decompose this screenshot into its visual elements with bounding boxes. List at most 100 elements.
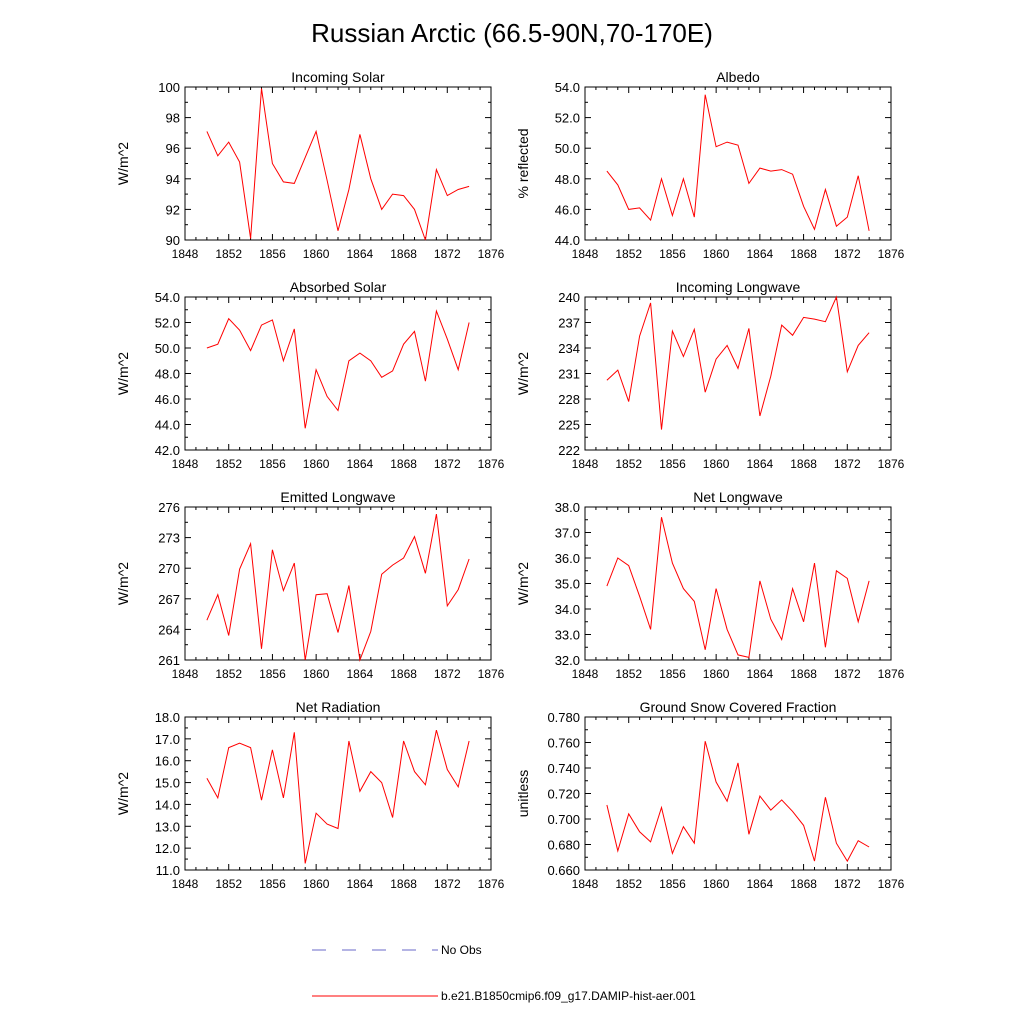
y-tick-label: 46.0 [555,202,580,217]
x-tick-label: 1872 [434,247,461,261]
x-tick-label: 1876 [878,877,905,891]
x-tick-label: 1848 [172,457,199,471]
x-tick-label: 1852 [615,667,642,681]
series-line [206,514,470,662]
x-tick-label: 1856 [259,667,286,681]
y-axis-label: W/m^2 [115,352,131,395]
x-tick-label: 1864 [347,247,374,261]
y-tick-label: 54.0 [155,290,180,305]
x-tick-label: 1872 [834,247,861,261]
x-tick-label: 1872 [834,667,861,681]
x-tick-label: 1864 [347,667,374,681]
plot-frame [184,296,492,451]
x-tick-label: 1864 [347,457,374,471]
y-tick-label: 17.0 [155,732,180,747]
y-tick-label: 32.0 [555,653,580,668]
y-tick-label: 38.0 [555,500,580,515]
y-tick-label: 46.0 [155,392,180,407]
x-tick-label: 1860 [303,457,330,471]
chart-panel: Incoming Solar W/m^2 1848 1852 1856 1860 1864 1… [115,69,505,261]
y-tick-label: 264 [158,622,180,637]
panels: Incoming Solar W/m^2 1848 1852 1856 1860 1864 1… [115,69,905,891]
x-tick-label: 1868 [790,667,817,681]
x-tick-label: 1876 [878,247,905,261]
y-tick-label: 261 [158,653,180,668]
y-tick-label: 240 [558,290,580,305]
x-tick-label: 1848 [572,247,599,261]
y-tick-label: 48.0 [555,172,580,187]
x-tick-label: 1876 [478,247,505,261]
legend: No Obs b.e21.B1850cmip6.f09_g17.DAMIP-hi… [312,943,696,1003]
x-tick-label: 1856 [659,457,686,471]
x-tick-label: 1864 [747,247,774,261]
y-tick-label: 96 [166,141,180,156]
y-tick-label: 225 [558,418,580,433]
y-axis-label: % reflected [515,128,531,198]
plot-frame [184,86,492,241]
chart-panel: Net Longwave W/m^2 1848 1852 1856 1860 1864 186… [515,489,905,681]
y-axis-label: W/m^2 [115,142,131,185]
y-tick-label: 35.0 [555,577,580,592]
x-tick-label: 1856 [659,877,686,891]
y-tick-label: 36.0 [555,551,580,566]
x-tick-label: 1848 [572,457,599,471]
y-tick-label: 231 [558,367,580,382]
chart-panel: Incoming Longwave W/m^2 1848 1852 1856 1860 18… [515,279,905,471]
x-tick-label: 1852 [215,247,242,261]
y-axis-label: W/m^2 [515,352,531,395]
y-tick-label: 50.0 [155,341,180,356]
y-tick-label: 50.0 [555,141,580,156]
x-tick-label: 1872 [434,667,461,681]
y-tick-label: 98 [166,111,180,126]
y-tick-label: 222 [558,443,580,458]
x-tick-label: 1860 [303,877,330,891]
y-tick-label: 0.760 [547,736,580,751]
x-tick-label: 1856 [259,457,286,471]
chart-panel: Albedo % reflected 1848 1852 1856 1860 1864 186… [515,69,905,261]
x-tick-label: 1852 [615,877,642,891]
y-tick-label: 11.0 [156,863,180,878]
x-tick-label: 1860 [703,457,730,471]
panel-title: Net Radiation [296,699,381,715]
y-tick-label: 34.0 [555,602,580,617]
y-tick-label: 15.0 [155,776,180,791]
y-tick-label: 13.0 [155,819,180,834]
y-tick-label: 44.0 [555,233,580,248]
y-tick-label: 33.0 [555,628,580,643]
x-tick-label: 1872 [834,457,861,471]
series-line [606,295,870,430]
y-tick-label: 237 [558,316,580,331]
x-tick-label: 1848 [172,247,199,261]
panel-title: Incoming Longwave [676,279,801,295]
panel-title: Absorbed Solar [290,279,387,295]
y-tick-label: 18.0 [155,710,180,725]
x-tick-label: 1852 [215,457,242,471]
series-line [606,517,870,659]
x-tick-label: 1852 [215,877,242,891]
x-tick-label: 1856 [259,877,286,891]
y-tick-label: 228 [558,392,580,407]
y-tick-label: 48.0 [155,367,180,382]
x-tick-label: 1868 [790,877,817,891]
legend-obs-label: No Obs [441,943,482,957]
y-tick-label: 273 [158,531,180,546]
x-tick-label: 1864 [347,877,374,891]
x-tick-label: 1868 [390,667,417,681]
plot-frame [584,86,892,241]
x-tick-label: 1868 [390,877,417,891]
chart-panel: Net Radiation W/m^2 1848 1852 1856 1860 1864 18… [115,699,505,891]
y-tick-label: 42.0 [155,443,180,458]
x-tick-label: 1848 [572,877,599,891]
panel-title: Ground Snow Covered Fraction [640,699,837,715]
x-tick-label: 1876 [878,667,905,681]
x-tick-label: 1860 [303,667,330,681]
plot-frame [184,716,492,871]
panel-title: Incoming Solar [291,69,385,85]
y-tick-label: 270 [158,561,180,576]
x-tick-label: 1852 [615,457,642,471]
plot-frame [584,716,892,871]
x-tick-label: 1872 [434,457,461,471]
x-tick-label: 1864 [747,877,774,891]
series-line [206,729,470,864]
